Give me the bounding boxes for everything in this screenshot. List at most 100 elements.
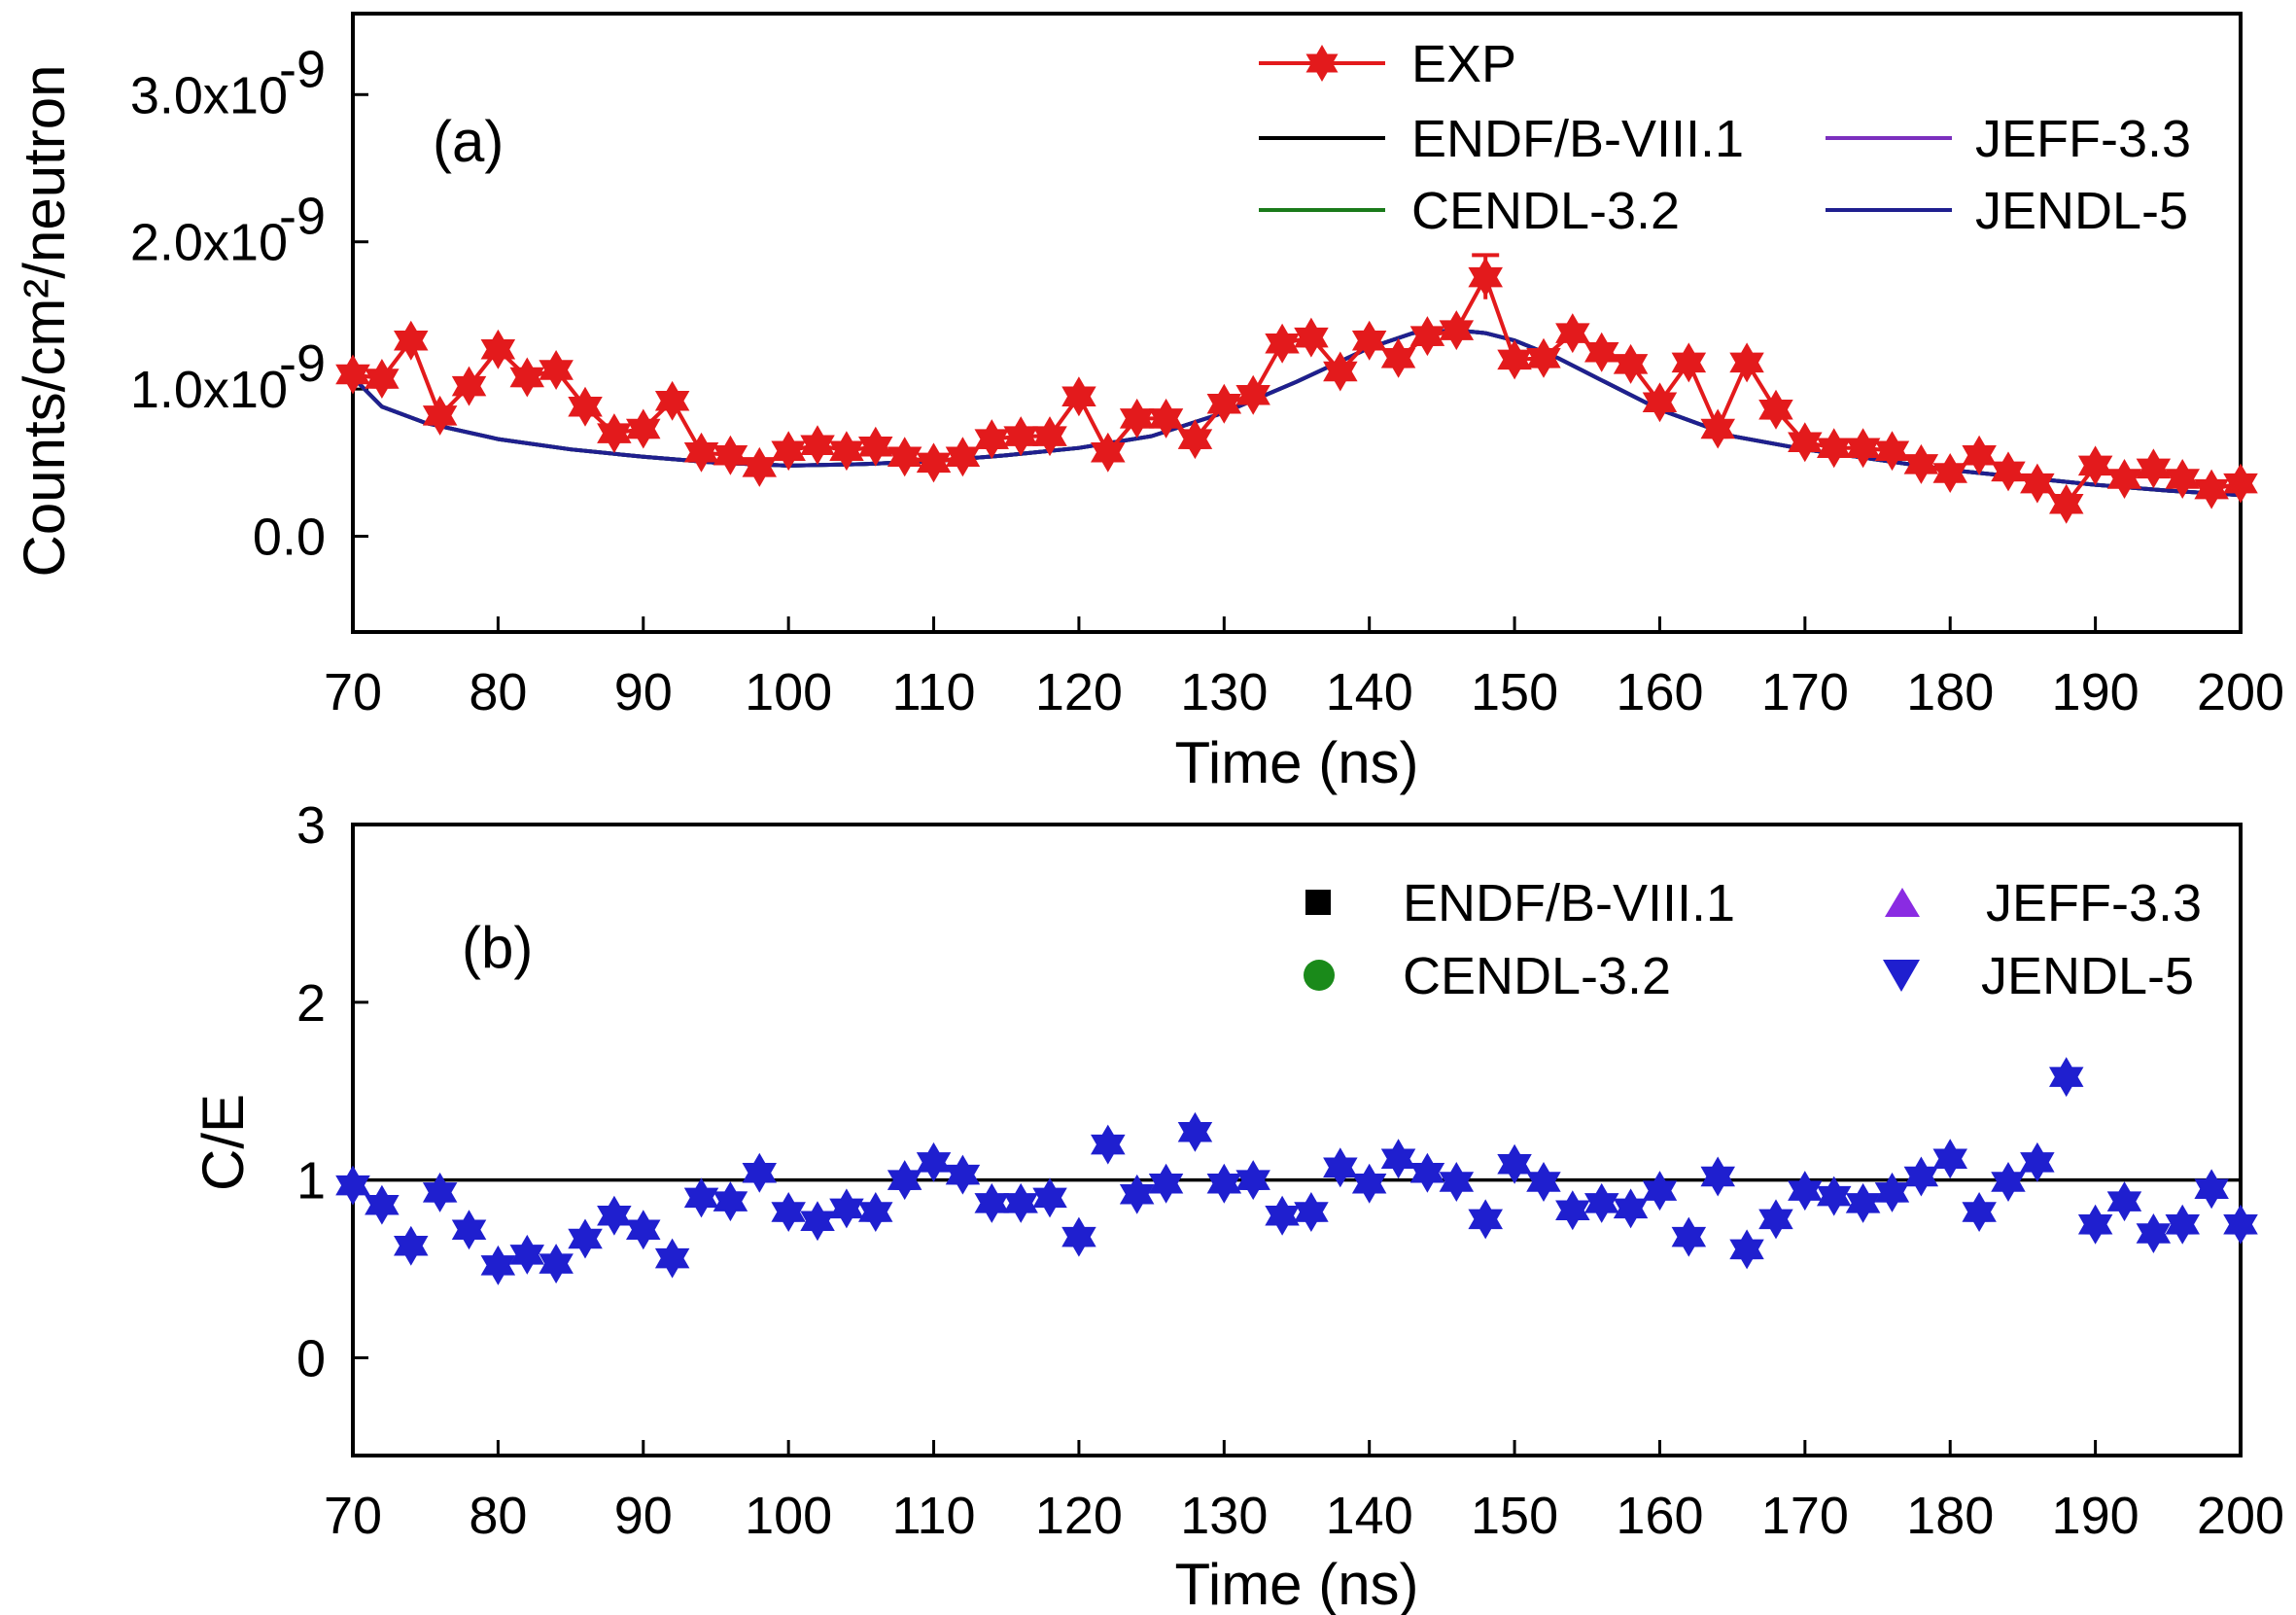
x-tick-label-a: 80 [469,663,527,721]
x-tick-label-a: 70 [324,663,382,721]
exp-point [1991,451,2026,492]
jendl-ce-point [1962,1192,1997,1232]
legend-cendl-marker [1304,960,1335,991]
plot-frame-b [351,823,2243,1457]
exp-point [1671,342,1707,383]
x-axis-title-a: Time (ns) [1174,730,1418,795]
legend-jendl-label: JENDL-5 [1975,182,2188,240]
x-tick-label-a: 190 [2052,663,2139,721]
jendl-ce-point [1671,1216,1707,1257]
jendl-ce-point [800,1201,835,1242]
exp-point [1526,337,1561,378]
exp-point [1613,343,1649,384]
x-tick-label-b: 150 [1471,1487,1558,1545]
exp-point [2223,463,2258,504]
x-tick-label-b: 110 [891,1487,975,1545]
jendl-ce-point [1090,1124,1126,1165]
legend-endf-label: ENDF/B-VIII.1 [1411,110,1744,168]
jendl-ce-point [1729,1229,1764,1270]
x-tick-label-a: 170 [1761,663,1849,721]
legend-exp-swatch-marker [1305,45,1339,82]
exp-point [1642,382,1678,423]
jendl-ce-point [916,1141,952,1182]
y-axis-title-b: C/E [191,1094,256,1191]
y-tick-label-b: 1 [296,1152,326,1211]
jendl-ce-point [1932,1139,1968,1179]
jendl-ce-point [568,1218,603,1259]
exp-point [1874,431,1910,472]
exp-point [480,329,516,369]
exp-point [1584,332,1619,372]
y-tick-exponent-a: -9 [279,188,326,246]
y-axis-title-a: Counts/cm²/neutron [12,65,77,578]
y-tick-label-a: 2.0x10 [130,214,288,272]
x-tick-label-b: 200 [2197,1487,2284,1545]
exp-point [1468,257,1504,298]
jendl-ce-point [654,1238,690,1279]
x-tick-label-a: 110 [891,663,975,721]
y-tick-label-b: 0 [296,1329,326,1387]
x-axis-title-b: Time (ns) [1174,1552,1418,1615]
exp-point [1003,416,1038,457]
exp-point [1439,310,1475,351]
panel-a: 70 80 90 100 110 120 130 140 150 160 170 180 190 200 0… [12,12,2284,795]
y-tick-exponent-a: -9 [279,334,326,393]
exp-point [887,437,922,477]
legend-jeff-marker [1885,888,1920,917]
y-tick-label-b: 2 [296,974,326,1033]
legend-b: ENDF/B-VIII.1 JEFF-3.3 CENDL-3.2 JENDL-5 [1304,874,2202,1005]
jendl-ce-point [365,1184,400,1225]
jendl-ce-point [857,1192,893,1232]
x-tick-label-b: 190 [2052,1487,2139,1545]
exp-point [1758,389,1793,430]
jendl-ce-point [2077,1204,2113,1245]
jendl-ce-point [1526,1162,1561,1202]
jendl-ce-point [1409,1152,1445,1193]
x-tick-label-a: 140 [1326,663,1413,721]
jendl-ce-point [1003,1182,1038,1223]
jendl-ce-point [509,1234,544,1275]
jendl-ce-point [1788,1171,1823,1211]
x-tick-label-b: 140 [1326,1487,1413,1545]
jendl-ce-point [393,1225,429,1266]
panel-b: 70 80 90 100 110 120 130 140 150 160 170 180 190 200 0… [191,796,2284,1615]
legend-endf-label: ENDF/B-VIII.1 [1403,874,1735,932]
jendl-ce-point [1265,1195,1300,1236]
panel-label-b: (b) [462,915,533,980]
jendl-ce-point [1497,1143,1532,1184]
exp-point [1700,408,1736,449]
jendl-ce-point [771,1192,806,1232]
exp-point [916,442,952,483]
jendl-ce-point [742,1152,777,1193]
legend-jeff-label: JEFF-3.3 [1975,110,2191,168]
x-tick-label-b: 120 [1035,1487,1123,1545]
jendl-ce-point [2049,1057,2084,1098]
jendl-ce-point [2106,1181,2142,1222]
y-tick-exponent-a: -9 [279,40,326,98]
x-tick-label-a: 130 [1180,663,1268,721]
jendl-ce-point [1061,1216,1096,1257]
jendl-ce-point [1817,1176,1852,1216]
jendl-ce-point [2020,1141,2055,1182]
jendl-ce-point [1235,1160,1270,1201]
y-tick-label-a: 3.0x10 [130,66,288,124]
jendl-ce-point [887,1160,922,1201]
exp-point [1148,398,1184,439]
x-tick-label-b: 130 [1180,1487,1268,1545]
exp-point [1555,313,1590,354]
exp-point [1032,416,1067,457]
exp-point [742,446,777,487]
jendl-ce-point [1439,1162,1475,1202]
jendl-ce-point [539,1244,574,1284]
legend-cendl-label: CENDL-3.2 [1411,182,1680,240]
jendl-ce-point [1845,1182,1881,1223]
jendl-ce-point [1032,1177,1067,1218]
exp-point [1845,428,1881,469]
legend-endf-marker [1305,890,1331,915]
x-tick-label-b: 100 [745,1487,832,1545]
exp-point [335,354,370,395]
exp-point [974,419,1009,460]
jendl-ce-point [1206,1163,1242,1204]
exp-point [800,425,835,466]
